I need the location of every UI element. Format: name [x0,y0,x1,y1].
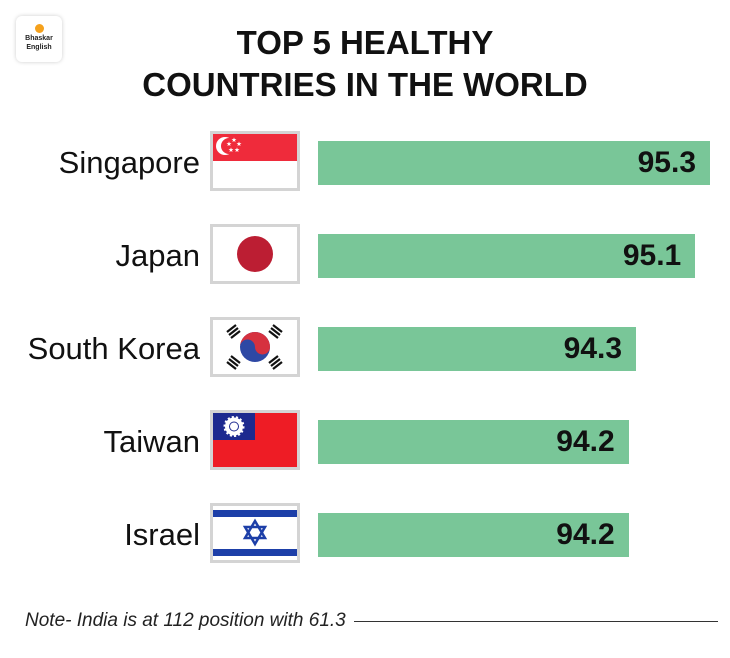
logo-text-1: Bhaskar [25,35,53,42]
category-label-singapore: Singapore [58,145,200,180]
taiwan-flag-icon [210,410,300,470]
chart-title: TOP 5 HEALTHY COUNTRIES IN THE WORLD [80,22,650,106]
logo-dot-icon [34,24,44,33]
bar-south-korea [318,327,637,371]
value-label-japan: 95.1 [622,239,682,272]
israel-flag-icon [210,503,300,563]
bar-singapore [318,141,710,185]
value-label-singapore: 95.3 [637,146,696,179]
title-line-2: COUNTRIES IN THE WORLD [142,66,588,103]
singapore-flag-icon [210,131,300,191]
south-korea-flag-icon [210,317,300,377]
category-label-israel: Israel [124,517,200,552]
bar-japan [318,234,696,278]
divider [353,620,718,622]
value-label-taiwan: 94.2 [556,425,615,458]
logo-text-2: English [26,44,52,51]
category-label-japan: Japan [115,238,200,273]
japan-flag-icon [210,224,300,284]
footnote-row: Note- India is at 112 position with 61.3 [25,608,718,634]
bhaskar-english-logo: Bhaskar English [16,16,62,62]
category-label-south-korea: South Korea [27,331,200,366]
bar-israel [318,513,629,557]
category-label-taiwan: Taiwan [103,424,201,459]
bar-taiwan [318,420,629,464]
title-line-1: TOP 5 HEALTHY [236,24,494,61]
value-label-south-korea: 94.3 [563,332,623,365]
footnote: Note- India is at 112 position with 61.3 [25,610,346,631]
value-label-israel: 94.2 [556,518,615,551]
